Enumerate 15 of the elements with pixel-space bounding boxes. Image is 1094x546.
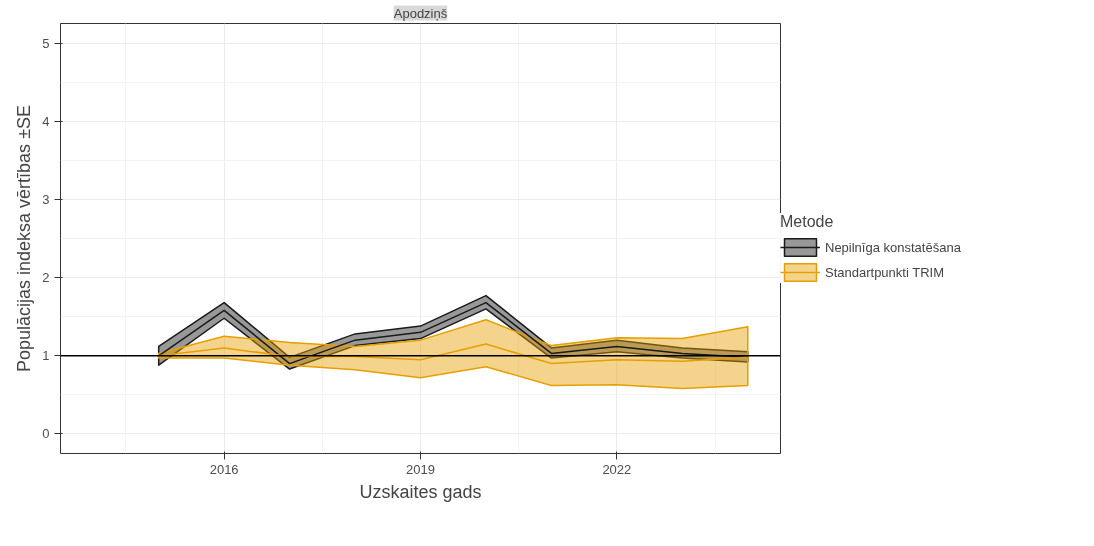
y-axis-title: Populācijas indeksa vērtības ±SE [14, 104, 35, 373]
y-tick-label: 5 [42, 35, 50, 51]
y-tick-label: 3 [42, 191, 50, 207]
legend-label: Nepilnīga konstatēšana [825, 239, 961, 255]
y-tick-label: 1 [42, 348, 50, 364]
x-axis-title: Uzskaites gads [359, 481, 482, 502]
x-tick-label: 2016 [209, 461, 239, 477]
x-tick-label: 2019 [406, 461, 435, 477]
y-tick-label: 0 [42, 426, 50, 442]
legend-label: Standartpunkti TRIM [825, 264, 944, 280]
x-tick-label: 2022 [602, 461, 632, 477]
y-tick-label: 2 [42, 270, 50, 286]
legend-title: Metode [780, 213, 835, 231]
y-tick-label: 4 [42, 113, 50, 129]
chart-title: Apodziņš [393, 5, 448, 21]
